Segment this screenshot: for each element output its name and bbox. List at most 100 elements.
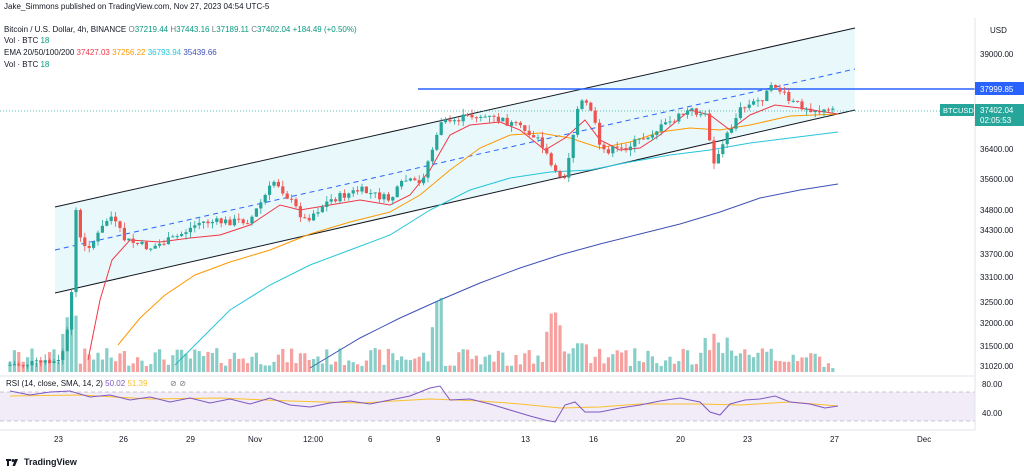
volume-bar xyxy=(624,350,628,372)
candle-body xyxy=(615,146,619,148)
volume-bar xyxy=(268,365,272,372)
volume-bar xyxy=(360,365,364,372)
volume-bar xyxy=(690,364,694,372)
time-tick: 13 xyxy=(521,435,530,444)
candle-body xyxy=(611,146,615,154)
rsi-hide-icon[interactable]: ⊘ ⊘ xyxy=(170,379,186,388)
candle-body xyxy=(536,137,540,139)
candle-body xyxy=(175,236,179,238)
volume-bar xyxy=(646,350,650,372)
candle-body xyxy=(197,222,201,226)
candle-body xyxy=(466,114,470,116)
brand-name: TradingView xyxy=(24,457,77,467)
candle-body xyxy=(298,206,302,218)
candle-body xyxy=(400,180,404,187)
candle-body xyxy=(730,128,734,133)
volume-bar xyxy=(668,356,672,372)
candle-body xyxy=(83,237,87,247)
volume-bar xyxy=(523,353,527,372)
candle-body xyxy=(386,194,390,201)
volume-bar xyxy=(602,363,606,372)
volume-bar xyxy=(263,365,267,372)
volume-bar xyxy=(549,313,553,372)
candle-body xyxy=(826,109,830,111)
candle-body xyxy=(593,110,597,123)
candle-body xyxy=(479,116,483,118)
candle-body xyxy=(237,218,241,220)
time-tick: 12:00 xyxy=(303,435,324,444)
price-tick: 39000.00 xyxy=(980,50,1014,59)
volume-bar xyxy=(290,348,294,372)
volume-bar xyxy=(364,360,368,372)
price-tick: 35600.00 xyxy=(980,175,1014,184)
candle-body xyxy=(312,213,316,221)
volume-bar xyxy=(479,364,483,372)
price-ticks: 39000.00 36400.00 35600.00 34800.00 3430… xyxy=(980,50,1014,418)
volume-bar xyxy=(395,360,399,372)
volume-bar xyxy=(241,358,245,372)
volume-bar xyxy=(681,348,685,372)
vol-line: Vol · BTC 18 xyxy=(4,36,50,45)
tradingview-footer[interactable]: TradingView xyxy=(6,454,77,470)
volume-bar xyxy=(712,333,716,372)
candle-body xyxy=(158,243,162,246)
ema20-value: 37427.03 xyxy=(76,48,110,57)
candle-body xyxy=(360,186,364,192)
candle-body xyxy=(382,194,386,200)
volume-bar xyxy=(48,352,52,372)
volume-bar xyxy=(74,315,78,372)
candle-body xyxy=(92,241,96,248)
volume-bar xyxy=(140,360,144,372)
time-tick: 26 xyxy=(119,435,128,444)
volume-bar xyxy=(215,348,219,372)
candle-body xyxy=(681,113,685,115)
volume-bar xyxy=(430,327,434,372)
o-value: 37219.44 xyxy=(134,25,169,34)
candle-body xyxy=(100,225,104,233)
volume-bar xyxy=(303,353,307,372)
candle-body xyxy=(241,219,245,224)
h-label: H xyxy=(170,25,177,34)
candle-body xyxy=(246,223,250,225)
time-tick: 27 xyxy=(830,435,839,444)
volume-bar xyxy=(166,364,170,372)
candle-body xyxy=(272,181,276,186)
volume-bar xyxy=(294,363,298,372)
candle-body xyxy=(294,199,298,207)
candle-body xyxy=(162,243,166,245)
candle-body xyxy=(206,221,210,224)
volume-bar xyxy=(320,363,324,372)
volume-bar xyxy=(826,363,830,372)
volume-bar xyxy=(386,348,390,372)
volume-bar xyxy=(765,351,769,372)
candle-body xyxy=(413,178,417,181)
volume-bar xyxy=(219,362,223,372)
candle-body xyxy=(140,241,144,244)
candle-body xyxy=(505,117,509,126)
volume-bar xyxy=(184,353,188,372)
candle-body xyxy=(800,101,804,110)
candle-body xyxy=(373,192,377,194)
candle-body xyxy=(633,139,637,147)
volume-bar xyxy=(813,353,817,372)
c-label: C xyxy=(251,25,257,34)
candle-body xyxy=(598,122,602,145)
candle-body xyxy=(144,241,148,250)
volume-bar xyxy=(87,354,91,372)
price-tick: 36400.00 xyxy=(980,145,1014,154)
rsi-line xyxy=(9,385,839,423)
volume-bar xyxy=(615,350,619,372)
volume-bar xyxy=(593,356,597,372)
candle-body xyxy=(699,114,703,116)
candle-body xyxy=(809,108,813,113)
volume-bar xyxy=(417,356,421,372)
candle-body xyxy=(756,100,760,102)
candle-body xyxy=(259,202,263,209)
channel-mid-line xyxy=(54,68,856,251)
volume-bar xyxy=(448,365,452,372)
volume-bar xyxy=(92,359,96,372)
volume-bar xyxy=(708,350,712,372)
volume-bar xyxy=(598,348,602,372)
candle-body xyxy=(285,193,289,199)
